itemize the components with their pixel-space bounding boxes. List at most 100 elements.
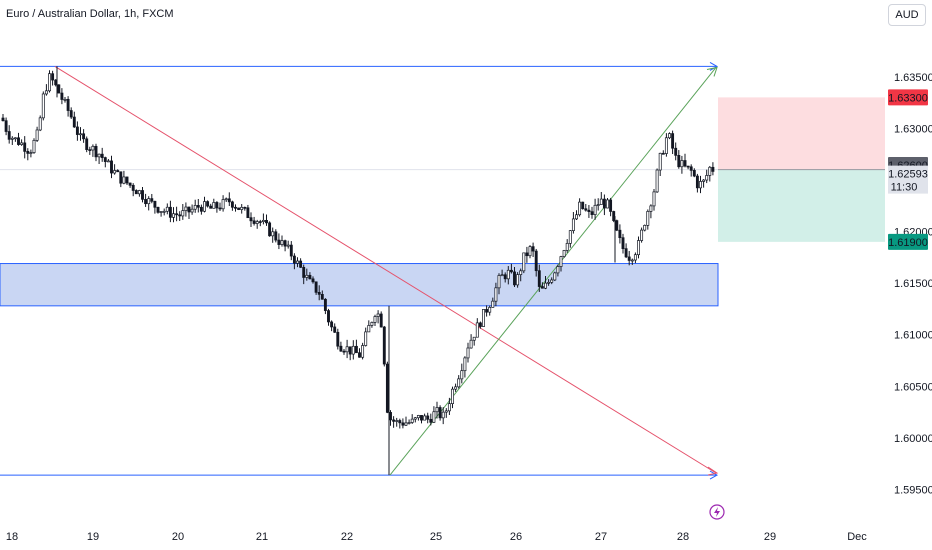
- candle-body: [88, 149, 92, 151]
- candle: [398, 418, 402, 429]
- candle-body: [274, 231, 278, 241]
- candle: [407, 419, 411, 425]
- candle-body: [320, 294, 324, 300]
- candle-body: [680, 160, 684, 168]
- candle-body: [705, 175, 709, 181]
- candle-body: [122, 176, 126, 184]
- candle: [274, 229, 278, 243]
- candle-body: [361, 345, 365, 358]
- candle: [367, 320, 371, 333]
- candle-body: [379, 313, 383, 328]
- candle: [221, 195, 225, 212]
- candle: [376, 310, 380, 324]
- candle: [88, 146, 92, 155]
- candle-body: [609, 199, 613, 212]
- candle-body: [398, 420, 402, 424]
- candle-body: [75, 126, 79, 135]
- candle-body: [289, 244, 293, 257]
- candle-body: [330, 321, 334, 328]
- candle: [547, 279, 551, 286]
- candle: [327, 308, 330, 326]
- candle-body: [435, 407, 439, 413]
- candle-body: [618, 229, 622, 239]
- candle: [438, 405, 442, 421]
- candle-body: [485, 309, 489, 313]
- candle: [60, 88, 64, 105]
- candle-body: [683, 160, 687, 167]
- candle: [116, 169, 120, 173]
- x-tick-label: 27: [595, 531, 607, 543]
- candle: [206, 200, 210, 208]
- candle: [280, 235, 284, 247]
- candle-body: [147, 198, 151, 205]
- candle-body: [702, 179, 706, 182]
- candle: [230, 200, 234, 211]
- candle: [621, 233, 625, 254]
- y-tick-label: 1.61000: [894, 330, 932, 342]
- candle: [364, 327, 368, 347]
- candle: [674, 142, 678, 161]
- candle: [175, 206, 179, 222]
- candle-body: [193, 205, 197, 210]
- candle: [48, 70, 51, 93]
- candle-body: [568, 230, 572, 244]
- candle: [460, 363, 464, 384]
- candle: [599, 192, 603, 205]
- y-tick-label: 1.63000: [894, 123, 932, 135]
- candle-body: [584, 208, 588, 211]
- candle: [227, 192, 231, 206]
- candle-body: [4, 120, 8, 132]
- candle: [172, 207, 175, 223]
- candle-body: [407, 422, 411, 424]
- candle-body: [69, 110, 73, 118]
- candle: [63, 96, 67, 103]
- candle-body: [565, 243, 569, 251]
- currency-selector[interactable]: AUD: [888, 4, 926, 26]
- candle-body: [466, 347, 470, 359]
- candle-body: [354, 345, 358, 354]
- candle-body: [150, 198, 154, 202]
- candle-body: [695, 175, 699, 189]
- candle: [668, 132, 671, 140]
- candle: [13, 137, 17, 142]
- candle: [630, 258, 634, 265]
- stop-zone: [718, 169, 885, 242]
- candle: [457, 375, 461, 389]
- descending-trendline: [54, 66, 717, 474]
- candle-body: [190, 208, 194, 213]
- y-tick-label: 1.61500: [894, 278, 932, 290]
- candle-body: [26, 151, 30, 154]
- candle-body: [144, 198, 148, 205]
- candle-body: [165, 206, 169, 212]
- candle: [265, 214, 268, 226]
- candle: [444, 408, 448, 418]
- candle: [85, 136, 89, 153]
- candle-body: [209, 205, 213, 209]
- candle-body: [590, 211, 594, 215]
- candle-body: [699, 181, 702, 189]
- candle: [708, 165, 712, 182]
- candle-body: [463, 357, 467, 372]
- candle-body: [17, 137, 20, 145]
- candle-body: [305, 274, 309, 278]
- candle-body: [13, 137, 17, 140]
- candle: [686, 165, 690, 170]
- candle: [664, 133, 668, 157]
- x-tick-label: 28: [677, 531, 689, 543]
- candle: [627, 251, 631, 266]
- candle-body: [230, 201, 234, 208]
- candle: [10, 136, 14, 145]
- candle: [125, 176, 129, 186]
- candle-body: [100, 153, 104, 158]
- candle-body: [460, 370, 464, 380]
- candle: [320, 290, 324, 300]
- candle: [646, 209, 650, 230]
- candle-body: [113, 170, 117, 174]
- candle-body: [661, 152, 665, 155]
- y-tick-label: 1.60000: [894, 433, 932, 445]
- x-tick-label: 22: [341, 531, 353, 543]
- candle: [150, 193, 154, 204]
- candle: [190, 204, 194, 215]
